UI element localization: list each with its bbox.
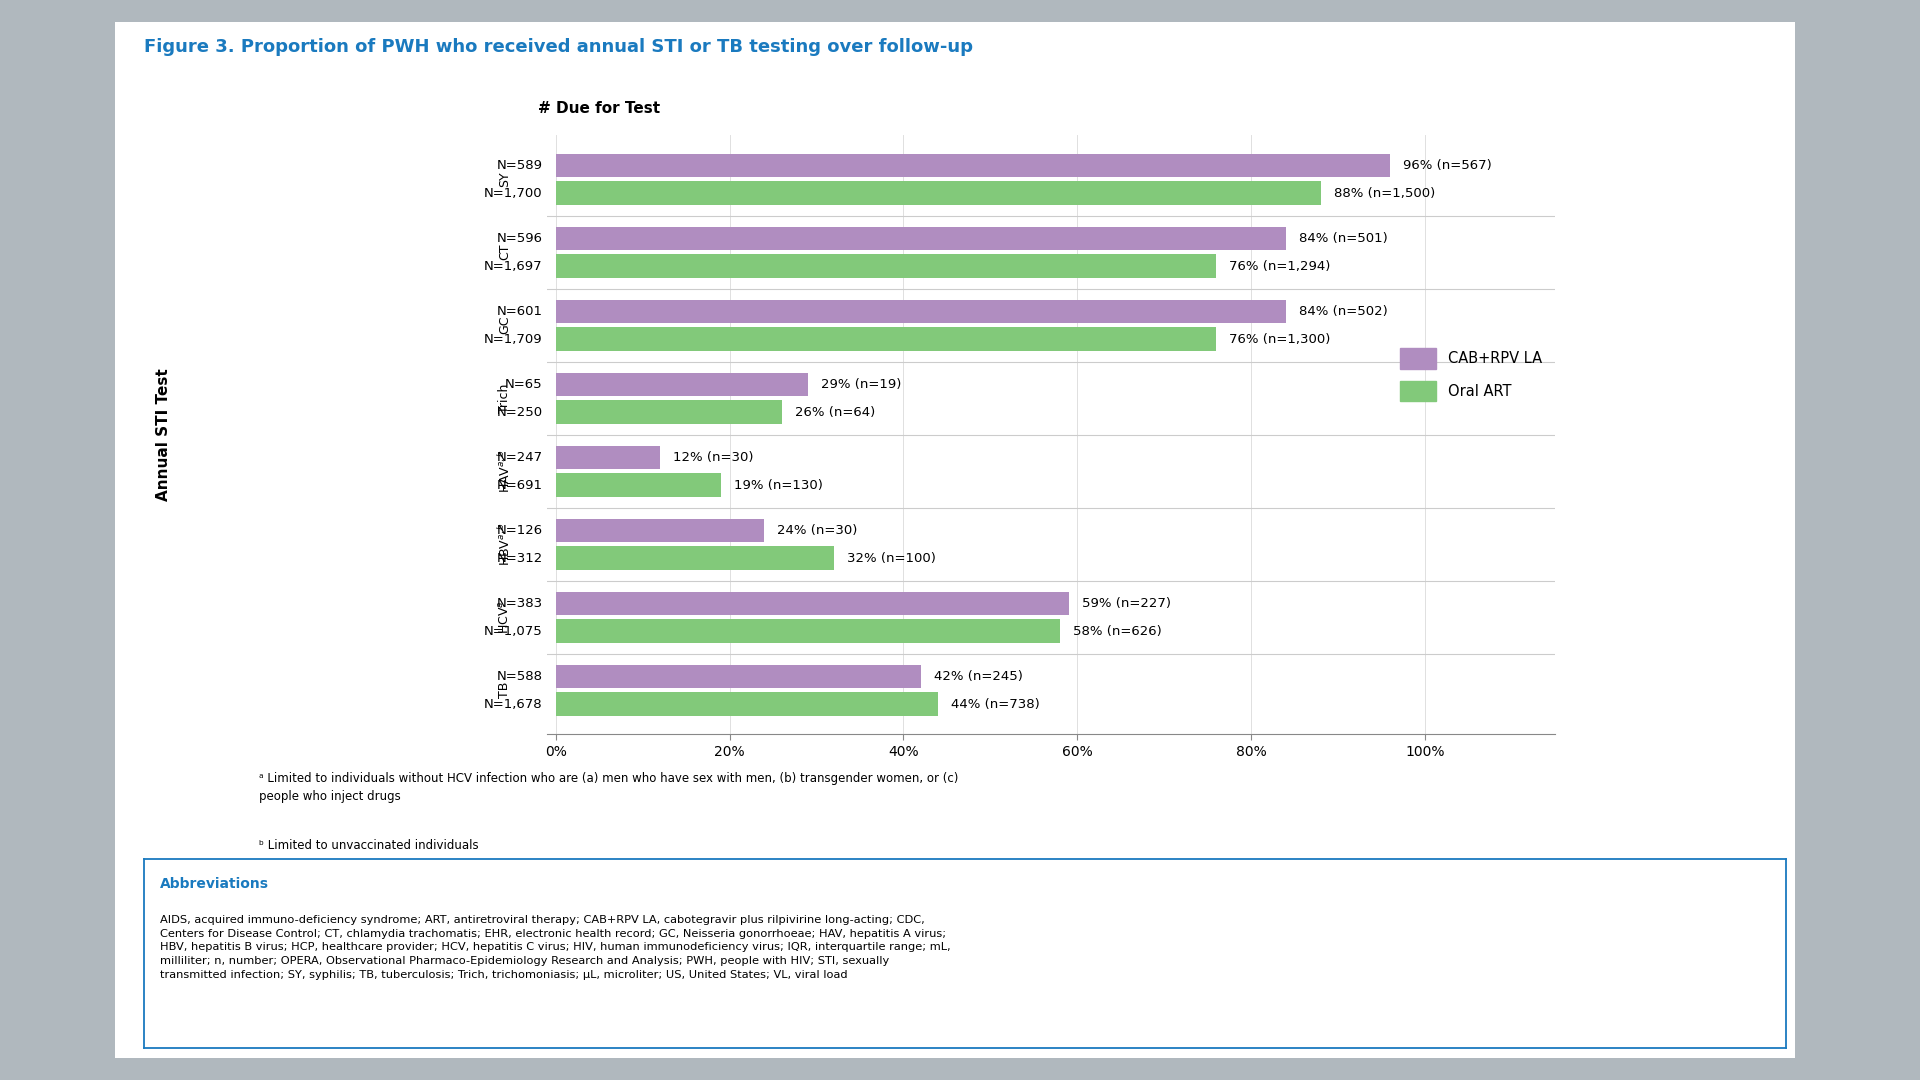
Bar	[557, 619, 1060, 643]
Text: N=1,678: N=1,678	[484, 698, 543, 711]
Text: N=589: N=589	[497, 159, 543, 172]
Bar	[557, 299, 1286, 323]
Text: 24% (n=30): 24% (n=30)	[778, 524, 858, 537]
Text: Abbreviations: Abbreviations	[161, 877, 269, 891]
Text: N=1,709: N=1,709	[484, 333, 543, 346]
Bar	[557, 446, 660, 469]
Bar	[557, 227, 1286, 251]
Bar	[557, 255, 1215, 278]
Legend: CAB+RPV LA, Oral ART: CAB+RPV LA, Oral ART	[1394, 342, 1548, 407]
Text: N=588: N=588	[497, 670, 543, 683]
Text: 96% (n=567): 96% (n=567)	[1404, 159, 1492, 172]
Text: 58% (n=626): 58% (n=626)	[1073, 624, 1162, 637]
Text: N=691: N=691	[497, 478, 543, 491]
Text: 12% (n=30): 12% (n=30)	[674, 450, 755, 463]
Text: Figure 3. Proportion of PWH who received annual STI or TB testing over follow-up: Figure 3. Proportion of PWH who received…	[144, 38, 973, 56]
Text: CT: CT	[499, 244, 511, 260]
Text: N=247: N=247	[497, 450, 543, 463]
Bar	[557, 181, 1321, 205]
Text: N=250: N=250	[497, 406, 543, 419]
Text: 32% (n=100): 32% (n=100)	[847, 552, 935, 565]
Bar	[557, 664, 922, 688]
Text: 26% (n=64): 26% (n=64)	[795, 406, 876, 419]
Text: 19% (n=130): 19% (n=130)	[733, 478, 824, 491]
Text: 84% (n=502): 84% (n=502)	[1298, 305, 1388, 318]
Text: N=312: N=312	[497, 552, 543, 565]
Bar	[557, 327, 1215, 351]
Text: 42% (n=245): 42% (n=245)	[933, 670, 1023, 683]
Text: HAV$^{a,b}$: HAV$^{a,b}$	[497, 449, 513, 492]
Text: N=1,075: N=1,075	[484, 624, 543, 637]
Text: N=383: N=383	[497, 597, 543, 610]
Text: Trich: Trich	[499, 383, 511, 413]
Text: HBV$^{a,b}$: HBV$^{a,b}$	[497, 523, 513, 566]
Bar	[557, 592, 1069, 615]
Text: ᵇ Limited to unvaccinated individuals: ᵇ Limited to unvaccinated individuals	[259, 839, 478, 852]
Text: 44% (n=738): 44% (n=738)	[950, 698, 1041, 711]
Text: N=601: N=601	[497, 305, 543, 318]
Text: # Due for Test: # Due for Test	[538, 100, 660, 116]
Text: Annual STI Test: Annual STI Test	[156, 368, 171, 501]
Text: GC: GC	[499, 316, 511, 335]
Text: 29% (n=19): 29% (n=19)	[822, 378, 900, 391]
Text: TB: TB	[499, 681, 511, 699]
Text: 76% (n=1,300): 76% (n=1,300)	[1229, 333, 1331, 346]
Text: N=1,697: N=1,697	[484, 259, 543, 272]
Text: SY: SY	[499, 172, 511, 187]
Text: 88% (n=1,500): 88% (n=1,500)	[1334, 187, 1434, 200]
Bar	[557, 518, 764, 542]
Text: N=65: N=65	[505, 378, 543, 391]
Text: N=596: N=596	[497, 232, 543, 245]
Bar	[557, 153, 1390, 177]
Bar	[557, 401, 781, 423]
Bar	[557, 546, 833, 570]
Text: HCV$^{a}$: HCV$^{a}$	[497, 600, 513, 634]
Bar	[557, 373, 808, 396]
Text: ᵃ Limited to individuals without HCV infection who are (a) men who have sex with: ᵃ Limited to individuals without HCV inf…	[259, 772, 958, 804]
Text: 84% (n=501): 84% (n=501)	[1298, 232, 1388, 245]
Text: N=1,700: N=1,700	[484, 187, 543, 200]
Text: AIDS, acquired immuno-deficiency syndrome; ART, antiretroviral therapy; CAB+RPV : AIDS, acquired immuno-deficiency syndrom…	[161, 916, 950, 980]
Text: N=126: N=126	[497, 524, 543, 537]
Bar	[557, 692, 939, 716]
Bar	[557, 473, 722, 497]
Text: 76% (n=1,294): 76% (n=1,294)	[1229, 259, 1331, 272]
Text: 59% (n=227): 59% (n=227)	[1081, 597, 1171, 610]
